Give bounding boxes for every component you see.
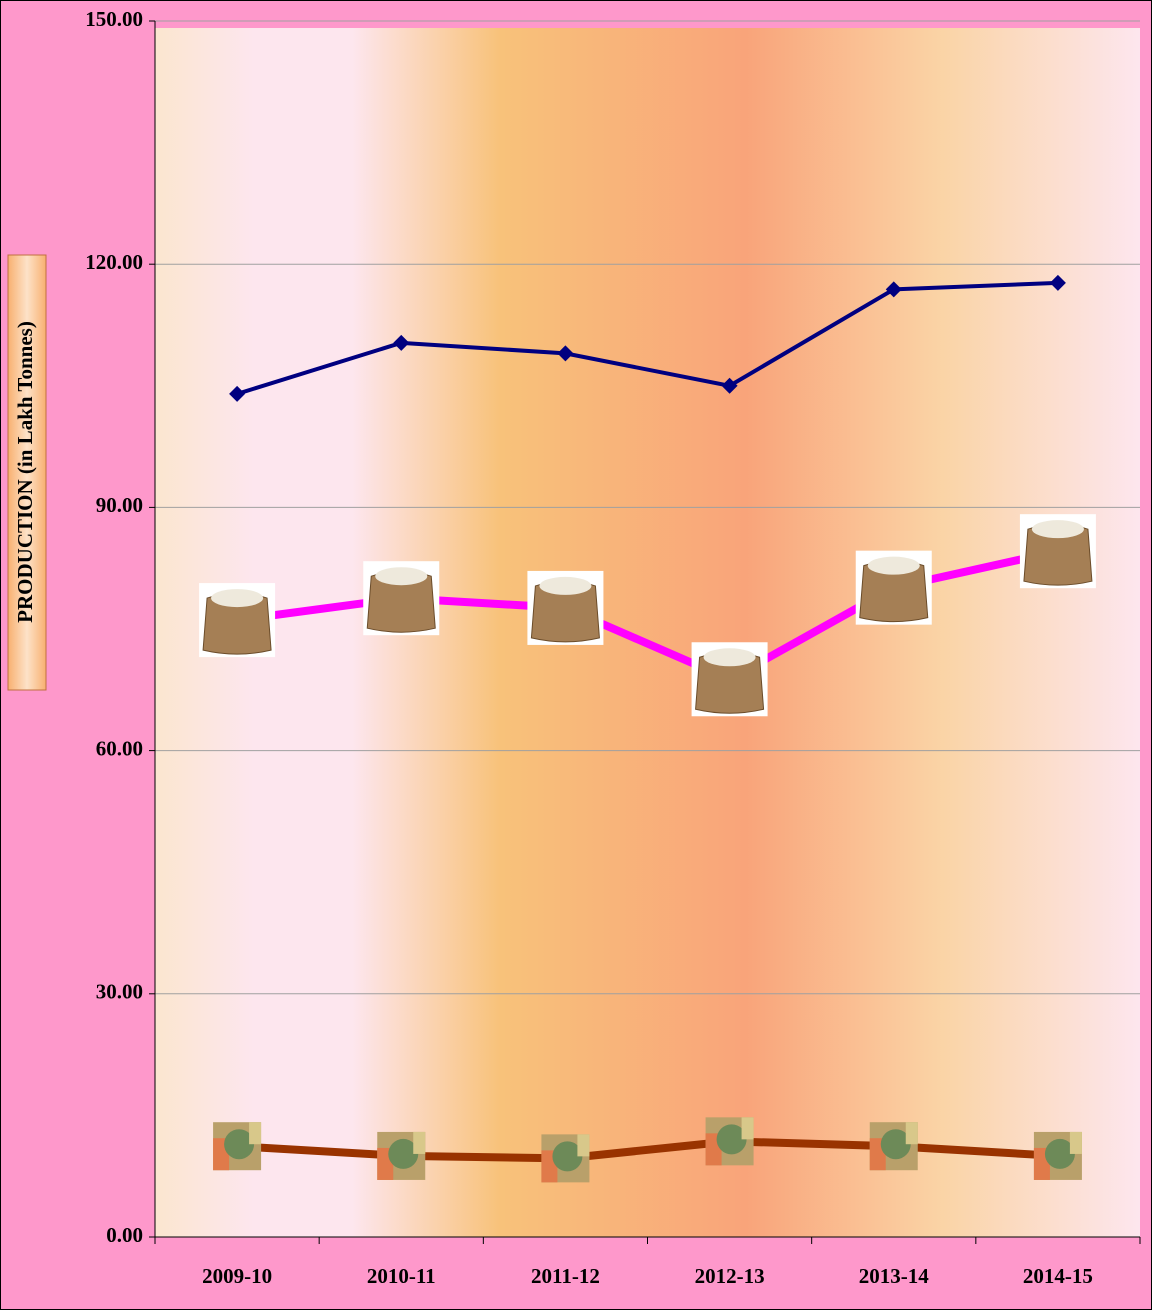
- marker: [213, 1122, 262, 1171]
- seed-b: [552, 1141, 583, 1172]
- rice: [375, 567, 428, 586]
- line: [236, 1137, 1059, 1163]
- seed-b: [880, 1129, 911, 1160]
- y-tick-label: 150.00: [85, 7, 143, 31]
- marker: [1019, 514, 1096, 589]
- x-tick-label: 2014-15: [1023, 1264, 1093, 1288]
- marker: [705, 1117, 754, 1166]
- marker: [557, 345, 574, 362]
- marker: [541, 1134, 590, 1183]
- y-tick-label: 30.00: [96, 980, 143, 1004]
- line: [236, 280, 1058, 396]
- marker: [377, 1131, 426, 1180]
- marker: [1049, 274, 1066, 291]
- rice: [867, 556, 920, 575]
- seed-b: [1044, 1138, 1075, 1169]
- marker: [885, 281, 902, 298]
- seed-c: [249, 1122, 262, 1145]
- marker: [363, 561, 440, 636]
- x-tick-label: 2010-11: [367, 1264, 436, 1288]
- rice: [703, 648, 756, 667]
- seed-b: [224, 1129, 255, 1160]
- x-tick-label: 2012-13: [695, 1264, 765, 1288]
- seed-c: [741, 1117, 754, 1140]
- seed-c: [413, 1131, 426, 1154]
- marker: [1033, 1131, 1082, 1180]
- marker: [393, 334, 410, 351]
- series: [199, 514, 1096, 717]
- series: [229, 274, 1066, 402]
- y-axis-title: PRODUCTION (in Lakh Tonnes): [13, 321, 37, 623]
- y-tick-label: 0.00: [106, 1223, 143, 1247]
- seed-c: [1069, 1131, 1082, 1154]
- rice: [1031, 520, 1084, 539]
- x-tick-label: 2011-12: [531, 1264, 600, 1288]
- marker: [527, 570, 604, 645]
- x-tick-label: 2009-10: [202, 1264, 272, 1288]
- seed-b: [716, 1124, 747, 1155]
- rice: [211, 589, 264, 608]
- marker: [229, 385, 246, 402]
- y-tick-label: 120.00: [85, 250, 143, 274]
- rice: [539, 576, 592, 595]
- y-label-box: [7, 254, 47, 691]
- marker: [199, 583, 276, 658]
- marker: [869, 1122, 918, 1171]
- marker: [855, 550, 932, 625]
- seed-c: [905, 1122, 918, 1145]
- x-tick-label: 2013-14: [859, 1264, 929, 1288]
- marker: [721, 377, 738, 394]
- plot-area: [155, 28, 1140, 1237]
- seed-c: [577, 1134, 590, 1157]
- seed-b: [388, 1138, 419, 1169]
- series: [213, 1117, 1082, 1183]
- y-tick-label: 90.00: [96, 493, 143, 517]
- y-tick-label: 60.00: [96, 736, 143, 760]
- marker: [691, 642, 768, 717]
